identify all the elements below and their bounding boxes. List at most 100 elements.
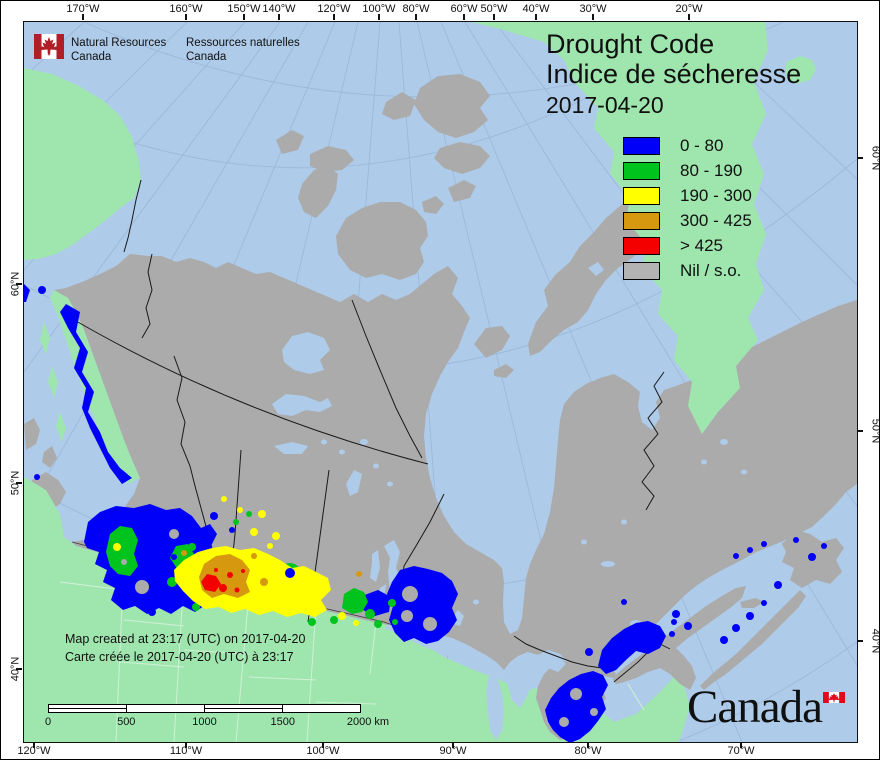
lon-label-top: 150°W bbox=[227, 3, 261, 15]
scale-label: 1500 bbox=[270, 716, 295, 728]
lat-tick-left bbox=[16, 482, 22, 484]
lon-tick-bottom bbox=[587, 742, 589, 748]
drought-green-80-190 bbox=[106, 511, 398, 628]
lake-huron bbox=[506, 652, 566, 708]
foreign-land bbox=[24, 22, 816, 742]
scale-segment bbox=[127, 705, 205, 712]
lon-label-top: 160°W bbox=[169, 3, 203, 15]
legend-swatch-5 bbox=[623, 261, 660, 280]
landmass-alaska bbox=[24, 68, 141, 260]
legend-label: 0 - 80 bbox=[680, 135, 724, 155]
scale-segment bbox=[49, 705, 127, 712]
legend-row: Nil / s.o. bbox=[623, 258, 752, 283]
great-bear-lake bbox=[282, 332, 330, 374]
title-line-fr: Indice de sécheresse bbox=[546, 59, 802, 89]
lon-tick-top bbox=[243, 14, 245, 20]
lat-label-right: 40°N bbox=[869, 628, 880, 654]
legend-label: 190 - 300 bbox=[680, 185, 752, 205]
legend-row: 300 - 425 bbox=[623, 208, 752, 233]
wordmark-flag-icon bbox=[823, 692, 845, 703]
lon-tick-top bbox=[463, 14, 465, 20]
lon-tick-top bbox=[185, 14, 187, 20]
logo-fr-line1: Ressources naturelles bbox=[186, 37, 300, 49]
logo-text-fr: Ressources naturelles Canada bbox=[186, 36, 300, 64]
lon-label-top: 140°W bbox=[262, 3, 296, 15]
lon-tick-top bbox=[535, 14, 537, 20]
scale-label: 2000 km bbox=[346, 716, 390, 728]
note-line-fr: Carte créée le 2017-04-20 (UTC) à 23:17 bbox=[65, 649, 294, 664]
scale-bar-labels: 0 500 1000 1500 2000 km bbox=[44, 713, 389, 728]
lat-label-right: 60°N bbox=[869, 145, 880, 171]
title-line-en: Drought Code bbox=[546, 29, 715, 59]
lon-label-bottom: 100°W bbox=[306, 745, 340, 757]
scale-bar-graphic bbox=[48, 704, 361, 713]
scale-label: 0 bbox=[44, 716, 52, 728]
lon-tick-bottom bbox=[322, 742, 324, 748]
logo-fr-line2: Canada bbox=[186, 51, 227, 63]
legend-label: 80 - 190 bbox=[680, 160, 743, 180]
lat-tick-right bbox=[857, 430, 863, 432]
lon-tick-bottom bbox=[33, 742, 35, 748]
lat-label-right: 50°N bbox=[869, 418, 880, 444]
legend: 0 - 80 80 - 190 190 - 300 300 - 425 > 425 Nil… bbox=[623, 133, 752, 283]
lat-tick-left bbox=[16, 668, 22, 670]
blue-in-green-dots bbox=[171, 554, 295, 578]
lon-label-top: 40°W bbox=[522, 3, 550, 15]
lon-label-bottom: 80°W bbox=[574, 745, 602, 757]
legend-swatch-0 bbox=[623, 136, 660, 155]
canada-map bbox=[24, 22, 857, 742]
lon-tick-top bbox=[415, 14, 417, 20]
lon-tick-top bbox=[333, 14, 335, 20]
scale-label: 1000 bbox=[192, 716, 217, 728]
lon-tick-bottom bbox=[452, 742, 454, 748]
gaspe-new-brunswick bbox=[612, 586, 746, 690]
legend-swatch-3 bbox=[623, 211, 660, 230]
drought-red-over-425 bbox=[201, 568, 245, 593]
canada-wordmark: Canada bbox=[687, 681, 823, 733]
lon-label-top: 60°W bbox=[450, 3, 478, 15]
title-date: 2017-04-20 bbox=[546, 92, 664, 118]
lon-label-bottom: 70°W bbox=[727, 745, 755, 757]
lon-tick-top bbox=[378, 14, 380, 20]
lat-tick-right bbox=[857, 157, 863, 159]
great-slave-lake bbox=[272, 394, 332, 416]
legend-swatch-2 bbox=[623, 186, 660, 205]
scale-segment bbox=[205, 705, 283, 712]
creation-note: Map created at 23:17 (UTC) on 2017-04-20… bbox=[65, 631, 305, 666]
logo-en-line1: Natural Resources bbox=[71, 37, 167, 49]
map-canvas[interactable] bbox=[23, 21, 858, 743]
lon-tick-top bbox=[688, 14, 690, 20]
lon-label-bottom: 120°W bbox=[17, 745, 51, 757]
lon-label-bottom: 90°W bbox=[439, 745, 467, 757]
nova-scotia bbox=[700, 590, 806, 690]
scale-label: 500 bbox=[117, 716, 136, 728]
landmass-iceland bbox=[786, 56, 816, 84]
lon-label-top: 100°W bbox=[362, 3, 396, 15]
landmass-greenland bbox=[472, 22, 768, 434]
lon-label-top: 20°W bbox=[675, 3, 703, 15]
legend-label: Nil / s.o. bbox=[680, 260, 742, 280]
lon-tick-bottom bbox=[740, 742, 742, 748]
lon-tick-bottom bbox=[185, 742, 187, 748]
nrcan-logo bbox=[34, 34, 64, 59]
lat-tick-right bbox=[857, 640, 863, 642]
scale-segment bbox=[283, 705, 360, 712]
anticosti bbox=[714, 554, 748, 566]
legend-row: 80 - 190 bbox=[623, 158, 752, 183]
map-title: Drought Code Indice de sécheresse 2017-0… bbox=[546, 29, 801, 120]
legend-swatch-4 bbox=[623, 236, 660, 255]
lon-tick-top bbox=[592, 14, 594, 20]
lon-label-top: 170°W bbox=[66, 3, 100, 15]
legend-label: > 425 bbox=[680, 235, 724, 255]
legend-row: 190 - 300 bbox=[623, 183, 752, 208]
lake-michigan bbox=[486, 672, 504, 740]
landmass-usa bbox=[24, 477, 690, 742]
alaska-panhandle bbox=[50, 290, 140, 484]
legend-label: 300 - 425 bbox=[680, 210, 752, 230]
lon-tick-top bbox=[82, 14, 84, 20]
lat-tick-left bbox=[16, 283, 22, 285]
lon-tick-top bbox=[493, 14, 495, 20]
lon-label-top: 50°W bbox=[480, 3, 508, 15]
pei bbox=[740, 598, 764, 608]
